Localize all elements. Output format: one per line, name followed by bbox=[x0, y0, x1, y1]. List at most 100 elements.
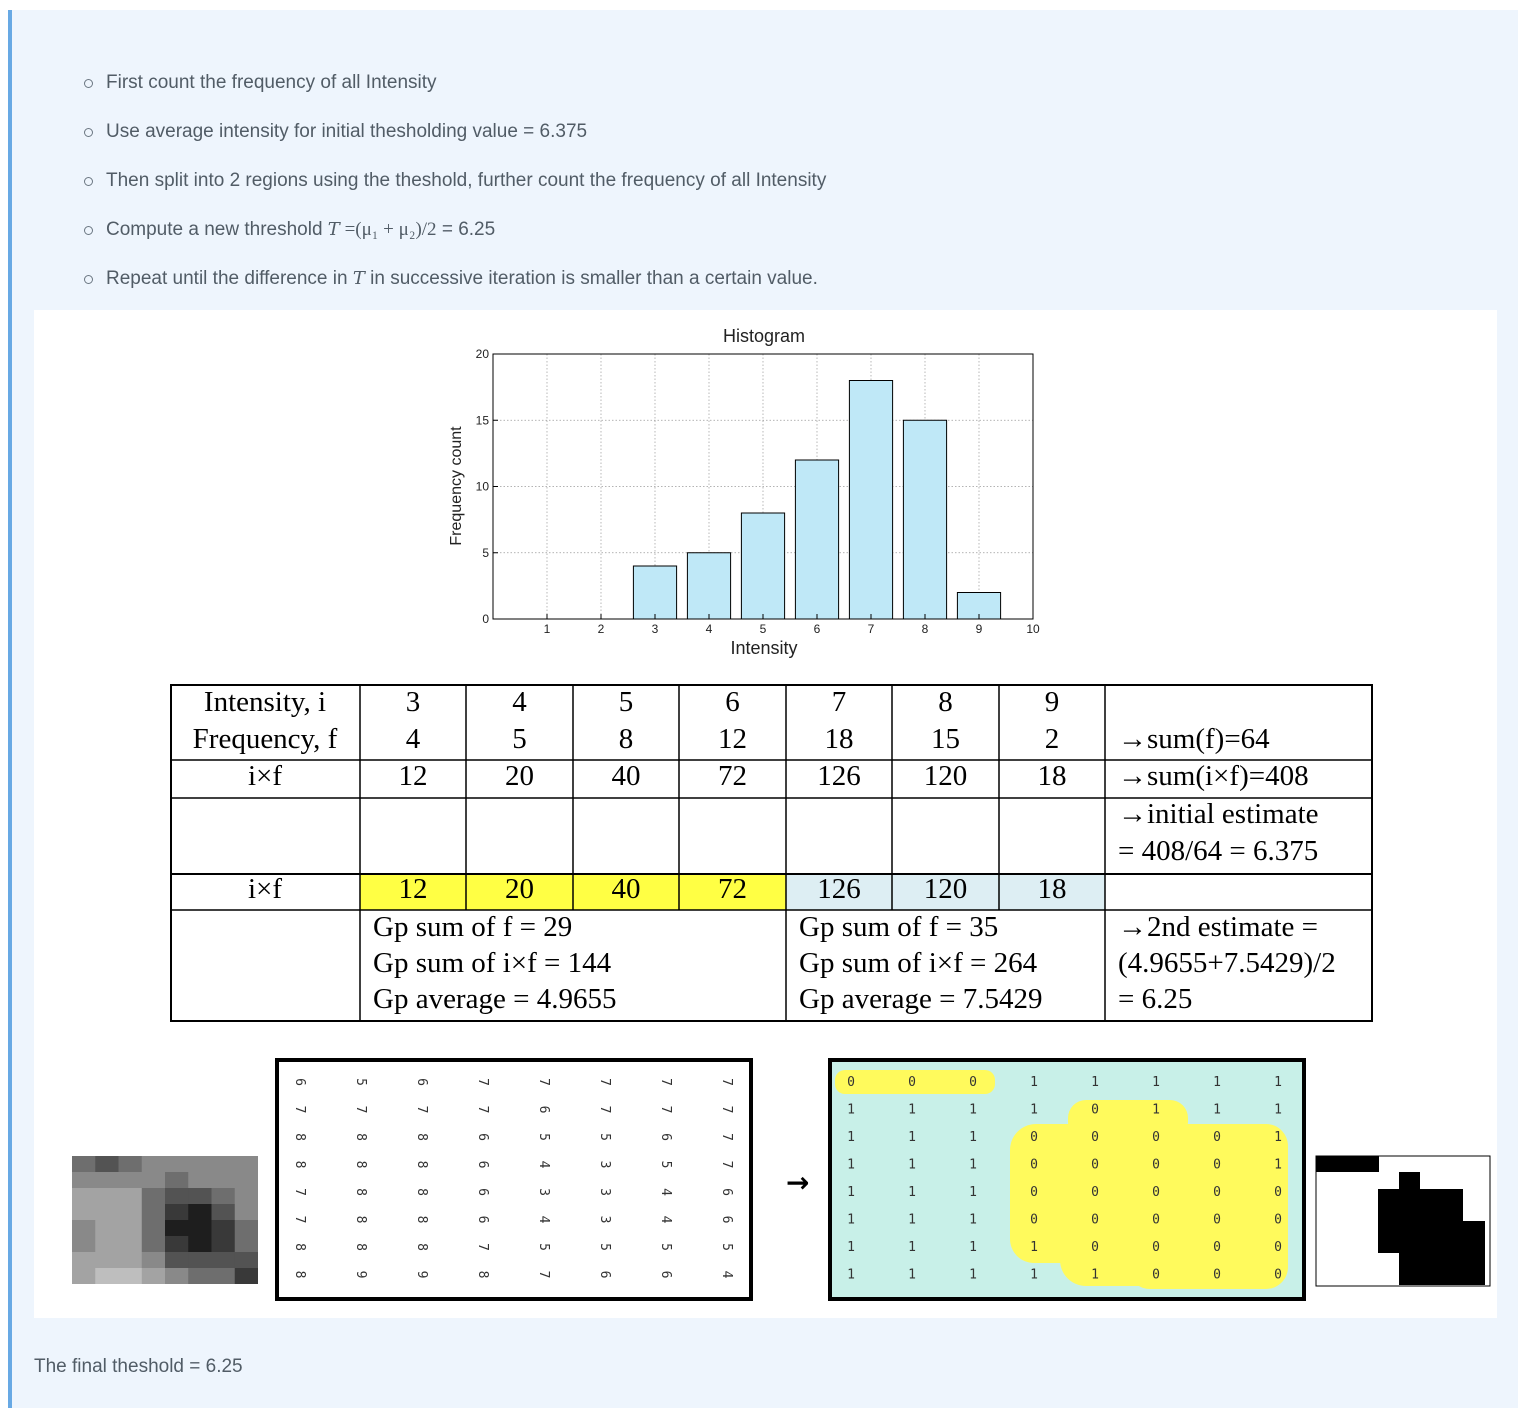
grouped-ixf-value: 120 bbox=[923, 873, 968, 905]
note-initial-estimate: →initial estimate bbox=[1118, 798, 1319, 830]
gray-pixel bbox=[211, 1236, 236, 1253]
note-initial-value: = 408/64 = 6.375 bbox=[1118, 835, 1319, 867]
gray-pixel bbox=[72, 1156, 96, 1173]
group2-highlight bbox=[786, 874, 1105, 910]
grid-cell-value: 5 bbox=[536, 1243, 551, 1251]
intensity-value: 6 bbox=[725, 686, 740, 718]
grid-cell-value: 8 bbox=[414, 1243, 429, 1251]
gray-pixel bbox=[72, 1268, 96, 1284]
row-label-intensity: Intensity, i bbox=[203, 686, 327, 718]
grayscale-image-thumbnail bbox=[72, 1156, 258, 1284]
gray-pixel bbox=[188, 1220, 212, 1237]
gray-pixel bbox=[188, 1188, 212, 1205]
grid-cell-value: 1 bbox=[969, 1240, 977, 1255]
math-expression: =(μ₁ + μ₂)/2 bbox=[339, 219, 437, 240]
gray-pixel bbox=[95, 1156, 119, 1173]
gray-pixel bbox=[141, 1188, 166, 1205]
histogram-bar-3 bbox=[632, 565, 678, 620]
grid-cell-value: 1 bbox=[1030, 1103, 1038, 1118]
grid-cell-value: 1 bbox=[1274, 1130, 1282, 1145]
grid-cell-value: 3 bbox=[536, 1188, 551, 1196]
grid-cell-value: 6 bbox=[475, 1133, 490, 1141]
y-axis-label: Frequency count bbox=[448, 426, 465, 546]
grid-cell-value: 8 bbox=[475, 1271, 490, 1279]
gray-pixel bbox=[72, 1204, 96, 1221]
grid-cell-value: 0 bbox=[1030, 1158, 1038, 1173]
step-text: Then split into 2 regions using the thes… bbox=[106, 170, 827, 191]
grid-cell-value: 7 bbox=[475, 1243, 490, 1251]
grid-cell-value: 6 bbox=[475, 1188, 490, 1196]
grid-cell-value: 8 bbox=[353, 1243, 368, 1251]
grid-cell-value: 9 bbox=[353, 1271, 368, 1279]
gray-pixel bbox=[165, 1236, 189, 1253]
grid-cell-value: 5 bbox=[597, 1133, 612, 1141]
grouped-ixf-value: 18 bbox=[1037, 873, 1067, 905]
ixf-value: 12 bbox=[398, 760, 428, 792]
grid-cell-value: 7 bbox=[475, 1078, 490, 1086]
step-text: Repeat until the difference in bbox=[106, 268, 353, 289]
grid-cell-value: 1 bbox=[1213, 1075, 1221, 1090]
group2-sum-ixf: Gp sum of i×f = 264 bbox=[799, 947, 1038, 979]
x-tick-label: 5 bbox=[760, 622, 767, 636]
grid-cell-value: 7 bbox=[719, 1078, 734, 1086]
gray-pixel bbox=[95, 1172, 119, 1189]
group2-sum-f: Gp sum of f = 35 bbox=[799, 911, 999, 943]
gray-pixel bbox=[188, 1252, 212, 1269]
chart-ticks: 1 2 3 4 5 6 7 8 9 10 0 5 10 15 20 bbox=[476, 347, 1040, 636]
grid-cell-value: 0 bbox=[1274, 1240, 1282, 1255]
math-var: T bbox=[327, 219, 340, 240]
grid-cell-value: 1 bbox=[1030, 1240, 1038, 1255]
grid-cell-value: 0 bbox=[1213, 1130, 1221, 1145]
grid-cell-value: 6 bbox=[292, 1078, 307, 1086]
grid-cell-value: 1 bbox=[847, 1130, 855, 1145]
gray-pixel bbox=[188, 1204, 212, 1221]
gray-pixel bbox=[118, 1156, 143, 1173]
grid-cell-value: 1 bbox=[908, 1185, 916, 1200]
grid-cell-value: 0 bbox=[1152, 1240, 1160, 1255]
grid-cell-value: 4 bbox=[719, 1271, 734, 1279]
ixf-value: 120 bbox=[923, 760, 968, 792]
x-tick-label: 10 bbox=[1026, 622, 1040, 636]
grid-cell-value: 1 bbox=[908, 1213, 916, 1228]
grid-cell-value: 8 bbox=[414, 1133, 429, 1141]
gray-pixel bbox=[72, 1252, 96, 1269]
grid-cell-value: 0 bbox=[1030, 1130, 1038, 1145]
grid-cell-value: 1 bbox=[969, 1185, 977, 1200]
step-list: First count the frequency of all Intensi… bbox=[80, 70, 826, 315]
grid-cell-value: 5 bbox=[658, 1243, 673, 1251]
grid-cell-value: 0 bbox=[908, 1075, 916, 1090]
grid-cell-value: 0 bbox=[1274, 1185, 1282, 1200]
grid-cell-value: 0 bbox=[1152, 1213, 1160, 1228]
gray-pixel bbox=[234, 1156, 258, 1173]
ixf-value: 126 bbox=[817, 760, 861, 792]
grid-cell-value: 1 bbox=[908, 1103, 916, 1118]
x-tick-label: 4 bbox=[706, 622, 713, 636]
grid-cell-value: 7 bbox=[292, 1188, 307, 1196]
frequency-value: 4 bbox=[405, 723, 421, 755]
grid-cell-value: 1 bbox=[1274, 1103, 1282, 1118]
grid-cell-value: 8 bbox=[414, 1216, 429, 1224]
step-text: Use average intensity for initial thesho… bbox=[106, 121, 588, 142]
grid-cell-value: 0 bbox=[1213, 1268, 1221, 1283]
grouped-ixf-value: 12 bbox=[398, 873, 428, 905]
x-tick-label: 1 bbox=[544, 622, 551, 636]
grid-cell-value: 5 bbox=[658, 1161, 673, 1169]
gray-pixel bbox=[211, 1268, 236, 1284]
grid-cell-value: 8 bbox=[414, 1188, 429, 1196]
gray-pixel bbox=[188, 1172, 212, 1189]
step-item-compute: Compute a new threshold T =(μ₁ + μ₂)/2 =… bbox=[80, 217, 826, 266]
gray-pixel bbox=[141, 1220, 166, 1237]
gray-pixel bbox=[234, 1236, 258, 1253]
step-text: = 6.25 bbox=[436, 219, 496, 240]
grid-cell-value: 1 bbox=[908, 1268, 916, 1283]
y-tick-label: 5 bbox=[482, 546, 489, 560]
gray-pixel bbox=[188, 1236, 212, 1253]
grid-cell-value: 7 bbox=[719, 1133, 734, 1141]
frequency-value: 5 bbox=[512, 723, 527, 755]
grid-cell-value: 7 bbox=[658, 1106, 673, 1114]
gray-pixel bbox=[211, 1172, 236, 1189]
ixf-value: 40 bbox=[611, 760, 641, 792]
gray-pixel bbox=[234, 1268, 258, 1284]
gray-pixel bbox=[165, 1252, 189, 1269]
grid-cell-value: 1 bbox=[847, 1240, 855, 1255]
